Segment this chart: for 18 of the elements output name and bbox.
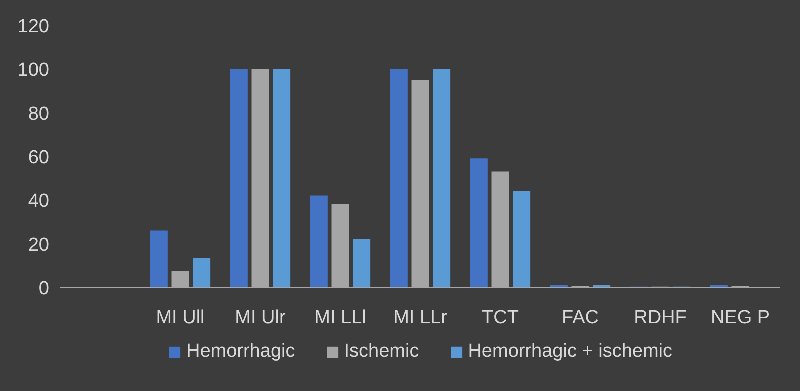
x-tick-label: MI Ull	[156, 308, 205, 328]
y-tick-label: 40	[28, 191, 50, 212]
x-tick-label: MI Ulr	[235, 308, 286, 328]
y-tick-label: 120	[18, 16, 50, 38]
x-tick-label: NEG P	[710, 308, 770, 328]
x-tick-label: TCT	[482, 308, 520, 328]
legend-label: Hemorrhagic	[186, 341, 296, 363]
x-tick-label: MI LLl	[314, 308, 366, 328]
legend-label: Ischemic	[344, 341, 420, 363]
y-tick-label: 60	[28, 148, 50, 168]
y-tick-label: 80	[28, 104, 50, 125]
x-tick-label: FAC	[562, 308, 599, 328]
y-tick-label: 100	[18, 60, 50, 82]
y-tick-label: 20	[28, 234, 50, 256]
y-tick-label: 0	[38, 278, 50, 300]
legend-label: Hemorrhagic + ischemic	[468, 341, 673, 363]
x-tick-label: RDHF	[634, 308, 687, 328]
x-tick-label: MI LLr	[394, 308, 448, 328]
